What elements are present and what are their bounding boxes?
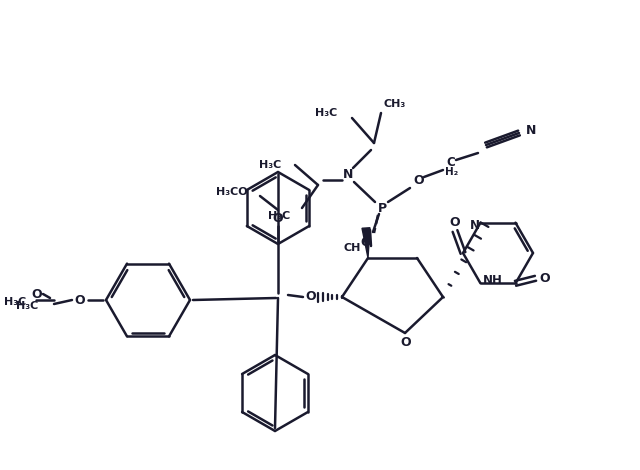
Text: CH₃: CH₃ xyxy=(383,99,405,109)
Text: H₃C: H₃C xyxy=(259,160,281,170)
Text: N: N xyxy=(470,219,479,232)
Text: O: O xyxy=(361,236,371,250)
Text: O: O xyxy=(401,336,412,348)
Text: O: O xyxy=(31,288,42,300)
Text: N: N xyxy=(343,169,353,181)
Text: H₃C: H₃C xyxy=(268,211,290,221)
Text: O: O xyxy=(306,290,316,303)
Polygon shape xyxy=(362,228,370,258)
Text: H₃C: H₃C xyxy=(315,108,337,118)
Text: O: O xyxy=(413,174,424,188)
Text: O: O xyxy=(450,216,460,228)
Text: C: C xyxy=(447,156,456,169)
Text: H₂: H₂ xyxy=(445,167,459,177)
Text: NH: NH xyxy=(483,274,502,287)
Text: N: N xyxy=(526,124,536,136)
Text: H₃C: H₃C xyxy=(4,297,26,307)
Text: CH: CH xyxy=(343,243,361,253)
Text: O: O xyxy=(539,272,550,285)
Text: P: P xyxy=(378,202,387,214)
Text: H₃CO: H₃CO xyxy=(216,187,248,197)
Text: O: O xyxy=(273,212,284,225)
Text: H₃C: H₃C xyxy=(16,301,38,311)
Text: O: O xyxy=(75,293,85,306)
